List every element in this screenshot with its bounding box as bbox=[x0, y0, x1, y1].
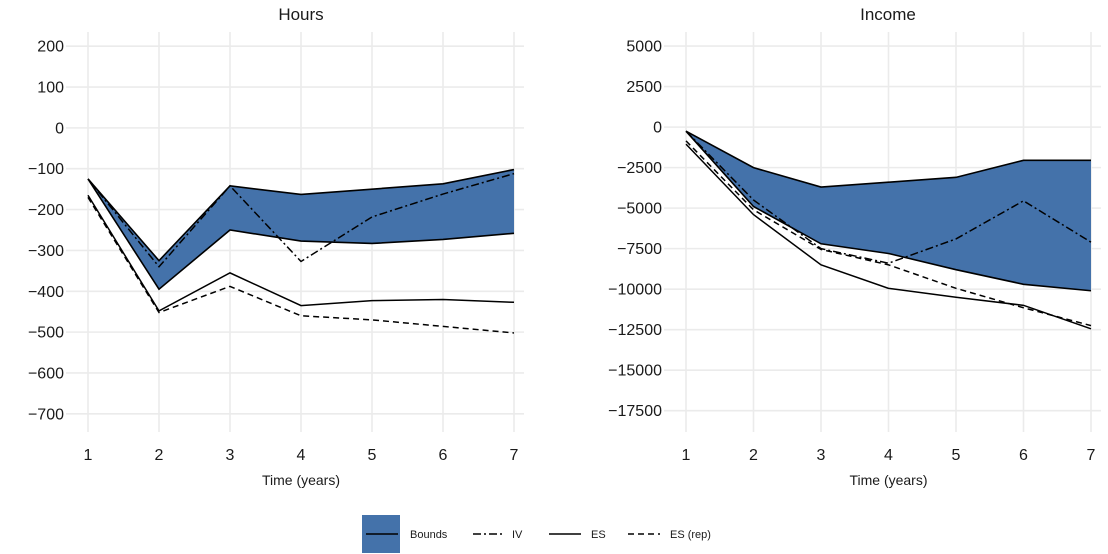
series-lines bbox=[685, 130, 1092, 330]
y-tick-label: −400 bbox=[28, 284, 64, 301]
x-axis-title: Time (years) bbox=[849, 472, 927, 488]
legend-label-bounds: Bounds bbox=[410, 529, 448, 541]
y-tick-label: −100 bbox=[28, 161, 64, 178]
series-line-es-rep bbox=[87, 196, 515, 334]
y-tick-label: −2500 bbox=[617, 160, 662, 177]
y-tick-label: −600 bbox=[28, 365, 64, 382]
x-tick-label: 7 bbox=[510, 447, 519, 464]
y-tick-label: −17500 bbox=[608, 403, 662, 420]
x-tick-label: 4 bbox=[297, 447, 306, 464]
x-tick-label: 4 bbox=[884, 447, 893, 464]
y-tick-label: −10000 bbox=[608, 282, 662, 299]
bounds-band bbox=[87, 168, 515, 291]
x-tick-label: 3 bbox=[817, 447, 826, 464]
y-tick-label: −5000 bbox=[617, 201, 662, 218]
panel-hours: 200 100 0 −100 −200 −300 −400 −500 −600 −700 1 2 3 4… bbox=[28, 5, 524, 488]
y-tick-label: −200 bbox=[28, 202, 64, 219]
x-tick-label: 7 bbox=[1087, 447, 1096, 464]
y-tick-label: 5000 bbox=[626, 39, 662, 56]
y-tick-label: −15000 bbox=[608, 363, 662, 380]
x-tick-label: 1 bbox=[682, 447, 691, 464]
bounds-area bbox=[686, 131, 1091, 291]
x-tick-label: 2 bbox=[749, 447, 758, 464]
y-tick-label: 100 bbox=[37, 80, 64, 97]
legend-label-es_rep: ES (rep) bbox=[670, 529, 711, 541]
series-lines bbox=[87, 172, 515, 334]
grid-lines bbox=[664, 32, 1101, 432]
series-line-es-rep bbox=[685, 140, 1092, 327]
y-tick-label: 200 bbox=[37, 39, 64, 56]
legend-label-es: ES bbox=[591, 529, 606, 541]
panel-title: Income bbox=[860, 5, 916, 24]
bounds-upper-line bbox=[685, 130, 1091, 188]
y-tick-label: 2500 bbox=[626, 79, 662, 96]
y-tick-label: −300 bbox=[28, 243, 64, 260]
series-line-es bbox=[87, 194, 515, 312]
x-tick-label: 6 bbox=[439, 447, 448, 464]
y-tick-label: 0 bbox=[653, 120, 662, 137]
x-tick-label: 2 bbox=[155, 447, 164, 464]
y-tick-label: −12500 bbox=[608, 322, 662, 339]
y-tick-label: −7500 bbox=[617, 241, 662, 258]
legend: Bounds IV ES ES (rep) bbox=[362, 515, 711, 553]
x-tick-label: 6 bbox=[1019, 447, 1028, 464]
y-axis-ticks: 200 100 0 −100 −200 −300 −400 −500 −600 −700 bbox=[28, 39, 64, 424]
x-tick-label: 5 bbox=[368, 447, 377, 464]
series-line-es bbox=[685, 143, 1092, 330]
x-axis-title: Time (years) bbox=[262, 472, 340, 488]
bounds-band bbox=[685, 130, 1092, 292]
y-tick-label: 0 bbox=[55, 120, 64, 137]
y-tick-label: −700 bbox=[28, 406, 64, 423]
y-axis-ticks: 5000 2500 0 −2500 −5000 −7500 −10000 −12500 −150… bbox=[608, 39, 662, 421]
bounds-lower-line bbox=[685, 130, 1092, 292]
panel-income: 5000 2500 0 −2500 −5000 −7500 −10000 −12500 −150… bbox=[608, 5, 1101, 488]
series-line-iv bbox=[87, 172, 515, 268]
y-tick-label: −500 bbox=[28, 325, 64, 342]
x-tick-label: 3 bbox=[226, 447, 235, 464]
legend-label-iv: IV bbox=[512, 529, 523, 541]
x-tick-label: 5 bbox=[952, 447, 961, 464]
x-tick-label: 1 bbox=[84, 447, 93, 464]
panel-title: Hours bbox=[278, 5, 323, 24]
x-axis-ticks: 1 2 3 4 5 6 7 bbox=[84, 447, 519, 464]
bounds-lower-line bbox=[87, 178, 515, 291]
x-axis-ticks: 1 2 3 4 5 6 7 bbox=[682, 447, 1096, 464]
series-line-iv bbox=[685, 130, 1092, 264]
bounds-upper-line bbox=[87, 168, 515, 262]
